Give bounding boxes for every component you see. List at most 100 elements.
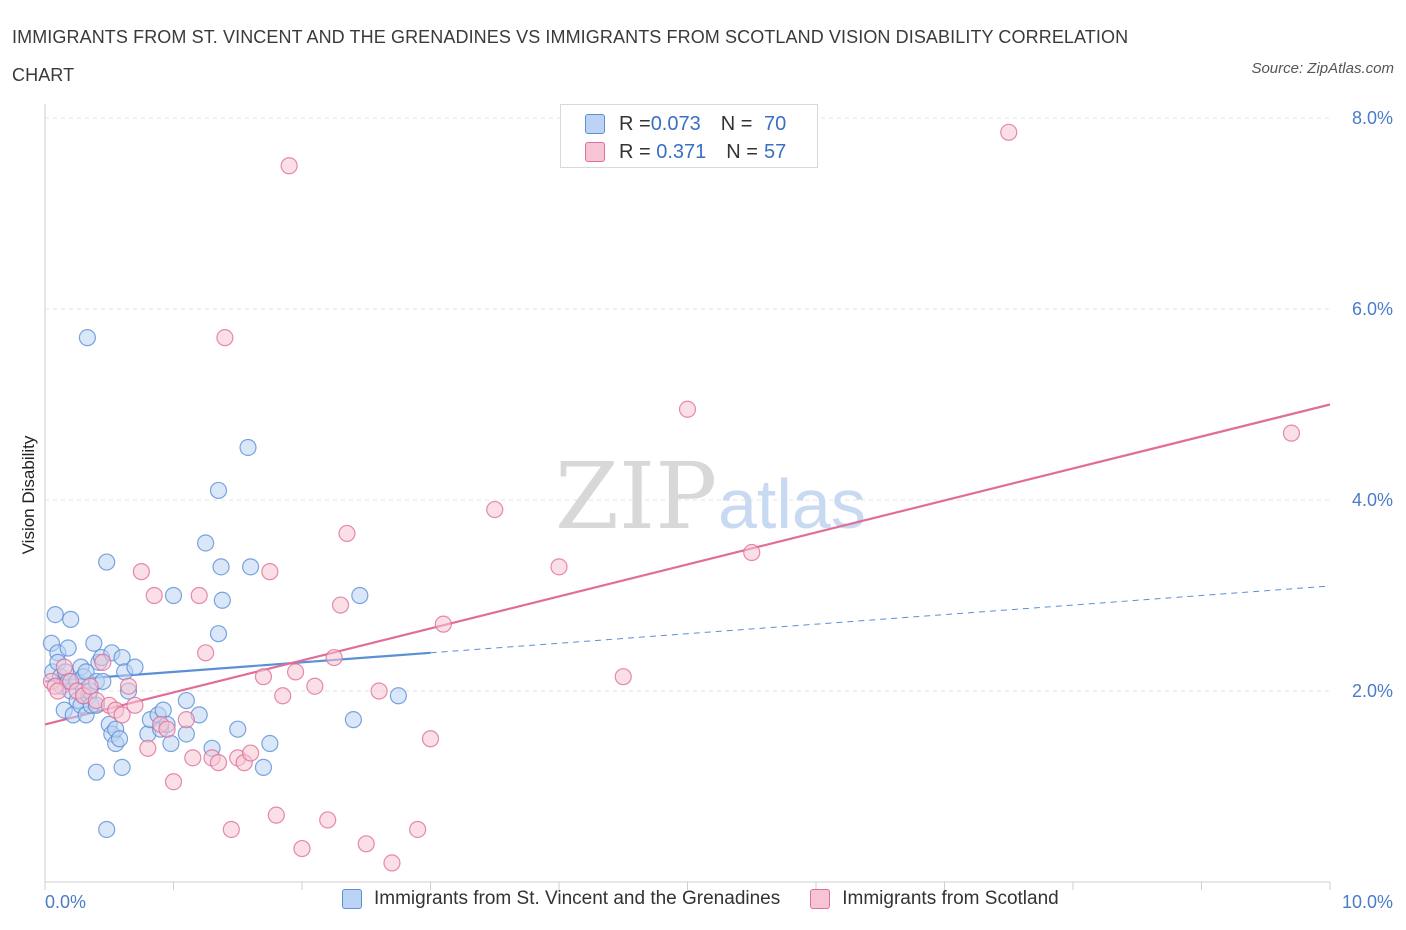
data-point-pink	[158, 720, 176, 738]
y-tick-label: 8.0%	[1352, 108, 1393, 128]
data-point-pink	[113, 706, 131, 724]
source-label: Source: ZipAtlas.com	[1251, 60, 1394, 77]
data-point-pink	[184, 749, 202, 767]
data-point-pink	[1000, 123, 1018, 141]
data-point-blue	[126, 658, 144, 676]
data-point-blue	[59, 639, 77, 657]
data-point-blue	[78, 329, 97, 347]
data-point-pink	[370, 682, 388, 700]
data-point-pink	[280, 157, 298, 175]
data-point-blue	[351, 586, 369, 605]
data-point-pink	[286, 663, 305, 681]
legend-swatch-blue	[585, 114, 605, 134]
y-tick-label: 4.0%	[1352, 490, 1393, 510]
data-point-pink	[383, 854, 401, 872]
data-point-blue	[239, 438, 257, 457]
bottom-legend-swatch-pink	[810, 889, 831, 909]
data-point-pink	[94, 653, 112, 671]
data-point-blue	[261, 734, 279, 753]
data-point-pink	[139, 739, 157, 757]
data-point-blue	[254, 758, 273, 777]
bottom-legend-item-blue: Immigrants from St. Vincent and the Gren…	[342, 888, 780, 910]
data-point-pink	[261, 563, 279, 581]
data-point-pink	[357, 835, 375, 853]
data-point-pink	[164, 773, 183, 791]
data-point-blue	[162, 734, 180, 753]
data-point-pink	[319, 811, 337, 829]
data-point-pink	[216, 329, 234, 347]
data-point-pink	[743, 543, 761, 562]
x-tick-label: 0.0%	[45, 892, 86, 912]
bottom-legend-label: Immigrants from Scotland	[842, 888, 1059, 909]
data-point-blue	[98, 820, 116, 839]
data-point-pink	[209, 754, 228, 772]
data-point-blue	[177, 725, 195, 743]
data-point-pink	[177, 711, 195, 729]
legend-n-label: N =	[720, 112, 758, 135]
data-point-pink	[222, 820, 240, 839]
data-point-blue	[213, 591, 231, 609]
data-point-pink	[293, 839, 311, 858]
data-point-blue	[344, 711, 362, 729]
data-point-blue	[242, 558, 260, 576]
data-point-pink	[242, 744, 260, 762]
chart-title: IMMIGRANTS FROM ST. VINCENT AND THE GREN…	[12, 27, 1129, 85]
data-point-pink	[126, 696, 144, 714]
data-point-blue	[197, 534, 215, 552]
data-point-blue	[209, 481, 228, 500]
data-point-pink	[325, 648, 343, 667]
data-point-blue	[62, 610, 80, 628]
tick-labels: 2.0% 4.0% 6.0% 8.0% 0.0% 10.0%	[45, 108, 1393, 912]
legend-n-value: 70	[764, 112, 787, 135]
x-tick-label: 10.0%	[1342, 892, 1393, 912]
bottom-legend-item-pink: Immigrants from Scotland	[810, 888, 1059, 910]
data-point-blue	[389, 687, 407, 705]
legend-r-label: R =	[619, 112, 651, 135]
data-point-blue	[110, 730, 129, 748]
data-point-pink	[421, 730, 440, 748]
data-point-pink	[81, 677, 99, 695]
data-point-pink	[267, 806, 285, 824]
data-point-pink	[550, 558, 568, 576]
data-point-pink	[306, 677, 324, 695]
data-point-blue	[164, 586, 183, 605]
legend: R = 0.073 N = 70 R = 0.371 N = 57	[560, 104, 818, 168]
data-point-pink	[132, 563, 150, 581]
data-point-pink	[254, 668, 273, 686]
data-point-blue	[46, 605, 64, 624]
trend-line-extension	[430, 585, 1331, 654]
y-tick-label: 2.0%	[1352, 681, 1393, 701]
legend-n-label: N =	[726, 140, 758, 163]
y-tick-label: 6.0%	[1352, 299, 1393, 319]
watermark-atlas: atlas	[718, 465, 866, 543]
legend-swatch-pink	[585, 142, 605, 162]
data-point-pink	[55, 658, 73, 676]
data-point-pink	[49, 682, 67, 700]
legend-row-blue: R = 0.073 N = 70	[585, 111, 786, 137]
legend-n-value: 57	[763, 140, 787, 163]
data-point-pink	[338, 524, 356, 543]
bottom-legend-label: Immigrants from St. Vincent and the Gren…	[374, 888, 781, 909]
legend-r-label: R =	[619, 140, 651, 163]
data-point-pink	[145, 586, 163, 605]
bottom-legend: Immigrants from St. Vincent and the Gren…	[342, 888, 1089, 910]
data-point-pink	[331, 596, 350, 614]
data-points	[42, 123, 1301, 872]
data-point-pink	[119, 677, 138, 695]
data-point-blue	[212, 558, 230, 576]
data-point-blue	[113, 758, 131, 777]
data-point-pink	[486, 500, 504, 519]
data-point-blue	[154, 701, 172, 719]
data-point-pink	[434, 615, 452, 633]
bottom-legend-swatch-blue	[342, 889, 362, 909]
watermark-zip: ZIP	[555, 443, 717, 550]
data-point-pink	[678, 400, 697, 418]
data-point-blue	[209, 625, 228, 643]
data-point-pink	[409, 820, 427, 839]
y-axis-title: Vision Disability	[19, 435, 38, 554]
data-point-blue	[87, 763, 106, 781]
data-point-blue	[98, 553, 116, 571]
legend-row-pink: R = 0.371 N = 57	[585, 139, 786, 165]
data-point-blue	[177, 691, 195, 710]
